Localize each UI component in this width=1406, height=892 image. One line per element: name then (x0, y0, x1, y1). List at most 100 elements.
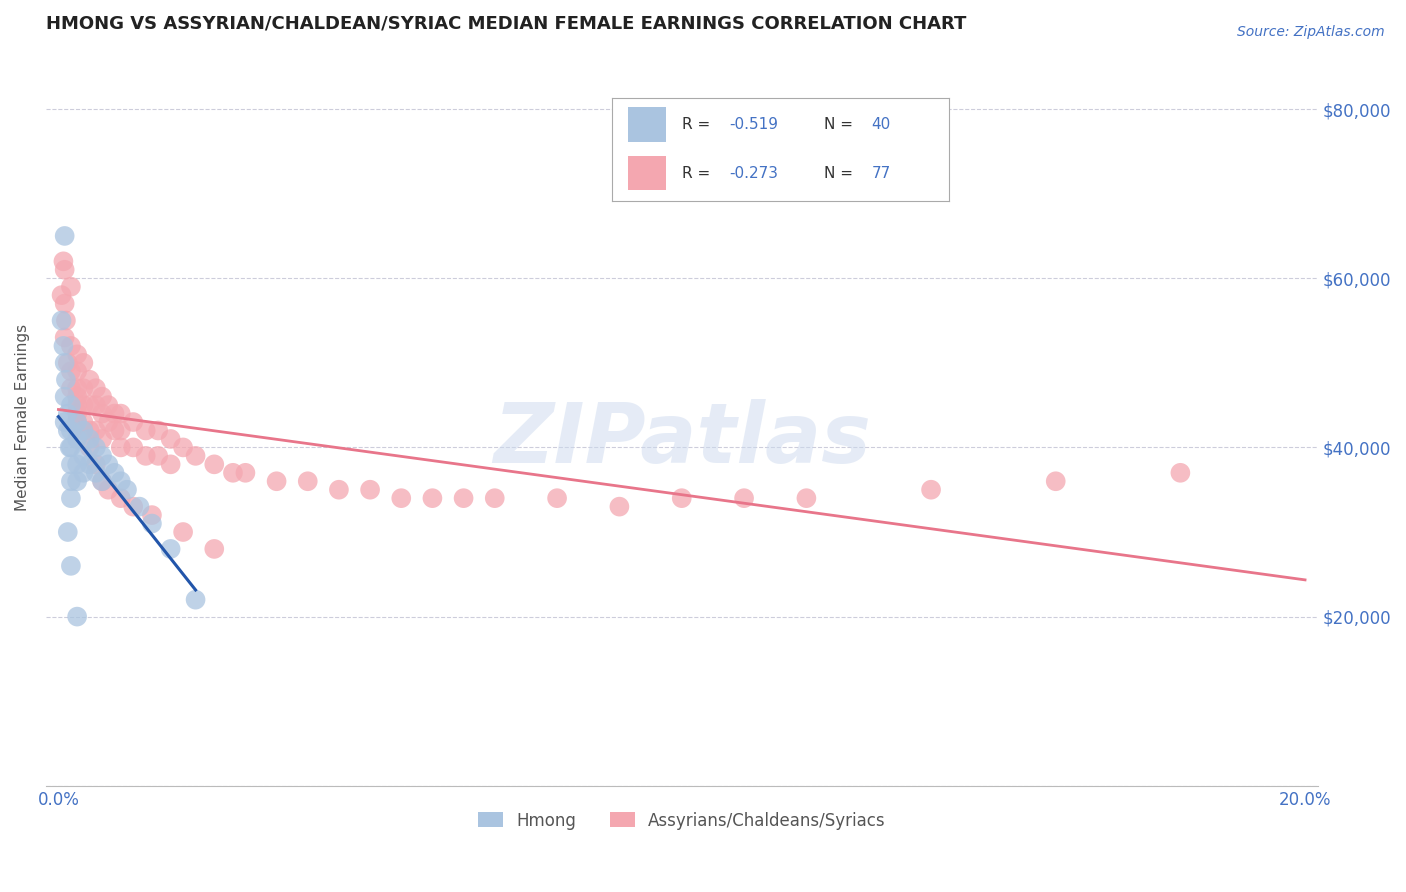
Text: N =: N = (824, 117, 858, 132)
Point (172, 441, 194, 455)
Point (141, 516, 163, 531)
Point (91, 432, 114, 446)
Point (53, 356, 76, 370)
Point (135, 449, 157, 463)
Point (91, 475, 114, 489)
Point (59, 279, 82, 293)
Point (53, 296, 76, 310)
Point (53, 262, 76, 277)
Point (266, 475, 288, 489)
Point (453, 491, 475, 505)
Point (297, 475, 319, 489)
Point (159, 541, 181, 556)
Point (84, 441, 107, 455)
Point (66, 381, 89, 395)
Point (53, 390, 76, 404)
Point (66, 398, 89, 412)
Point (184, 592, 207, 607)
Point (202, 541, 225, 556)
Point (51, 288, 73, 302)
Point (84, 466, 107, 480)
Point (66, 415, 89, 429)
Point (72, 356, 94, 370)
Point (103, 466, 125, 480)
Point (79, 373, 101, 387)
Point (103, 407, 125, 421)
Point (59, 424, 82, 438)
Point (110, 441, 132, 455)
Point (920, 483, 942, 497)
Point (159, 432, 181, 446)
Point (59, 558, 82, 573)
Point (91, 449, 114, 463)
Point (79, 398, 101, 412)
Point (56, 356, 79, 370)
Point (66, 364, 89, 378)
Point (97, 483, 120, 497)
Text: R =: R = (682, 117, 716, 132)
Text: ZIPatlas: ZIPatlas (494, 400, 870, 481)
Point (159, 458, 181, 472)
Point (128, 500, 150, 514)
Point (66, 407, 89, 421)
Point (59, 381, 82, 395)
Point (55, 313, 77, 327)
Text: -0.519: -0.519 (730, 117, 779, 132)
Point (84, 424, 107, 438)
Point (733, 491, 755, 505)
Point (66, 390, 89, 404)
Point (796, 491, 818, 505)
Text: N =: N = (824, 166, 858, 180)
Point (235, 466, 257, 480)
Point (56, 524, 79, 539)
Text: Source: ZipAtlas.com: Source: ZipAtlas.com (1237, 25, 1385, 39)
Text: 40: 40 (872, 117, 890, 132)
Point (52, 254, 75, 268)
Point (59, 458, 82, 472)
Point (184, 449, 207, 463)
Point (671, 491, 693, 505)
Text: -0.273: -0.273 (730, 166, 779, 180)
Point (110, 491, 132, 505)
Point (122, 441, 145, 455)
Point (66, 347, 89, 361)
Point (1045, 475, 1067, 489)
Text: 77: 77 (872, 166, 890, 180)
Point (1170, 466, 1192, 480)
Point (51, 313, 73, 327)
Point (546, 491, 568, 505)
Point (66, 458, 89, 472)
Point (484, 491, 506, 505)
Point (110, 424, 132, 438)
Point (146, 424, 169, 438)
Point (103, 424, 125, 438)
Point (72, 424, 94, 438)
Point (72, 466, 94, 480)
Point (59, 475, 82, 489)
Point (72, 398, 94, 412)
Point (66, 609, 89, 624)
Point (59, 364, 82, 378)
Point (53, 330, 76, 344)
Point (84, 381, 107, 395)
Bar (628, 107, 665, 142)
Point (122, 415, 145, 429)
Point (59, 491, 82, 505)
Point (56, 424, 79, 438)
Point (66, 475, 89, 489)
Point (72, 381, 94, 395)
Point (91, 390, 114, 404)
Point (84, 398, 107, 412)
Point (59, 339, 82, 353)
Point (110, 407, 132, 421)
Point (59, 441, 82, 455)
Point (55, 373, 77, 387)
Point (328, 483, 350, 497)
Point (389, 491, 412, 505)
Point (115, 483, 138, 497)
Legend: Hmong, Assyrians/Chaldeans/Syriacs: Hmong, Assyrians/Chaldeans/Syriacs (471, 805, 893, 837)
Point (79, 441, 101, 455)
Point (72, 424, 94, 438)
Point (79, 458, 101, 472)
Point (79, 424, 101, 438)
